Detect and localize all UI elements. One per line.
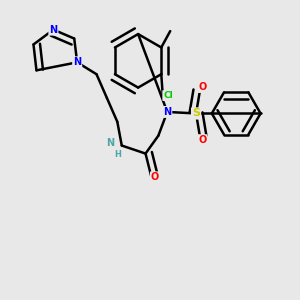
Text: N: N bbox=[106, 138, 114, 148]
Text: H: H bbox=[114, 150, 121, 159]
Text: N: N bbox=[163, 107, 171, 117]
Text: N: N bbox=[73, 57, 81, 67]
Text: S: S bbox=[192, 108, 200, 118]
Text: N: N bbox=[49, 25, 58, 34]
Text: O: O bbox=[198, 135, 206, 145]
Text: O: O bbox=[198, 82, 206, 92]
Text: O: O bbox=[151, 172, 159, 182]
Text: Cl: Cl bbox=[163, 91, 173, 100]
